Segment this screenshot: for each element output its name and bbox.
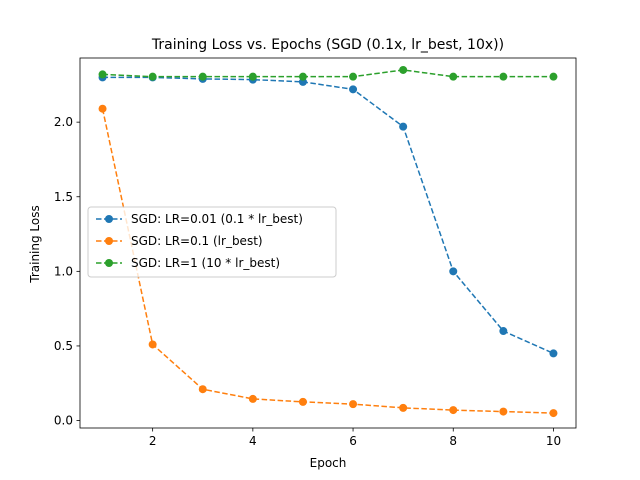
x-tick-label: 10 xyxy=(546,434,561,448)
y-tick-label: 1.5 xyxy=(54,190,73,204)
data-point xyxy=(549,409,558,418)
data-point xyxy=(349,85,358,94)
data-point xyxy=(198,385,207,394)
data-point xyxy=(499,327,508,336)
y-tick-label: 0.5 xyxy=(54,339,73,353)
data-point xyxy=(248,72,257,81)
plot-area: 2 4 6 8 10 0.0 0.5 1.0 1.5 2.0 xyxy=(54,57,577,448)
legend-entry-label: SGD: LR=0.1 (lr_best) xyxy=(131,234,263,248)
legend-marker xyxy=(105,215,113,223)
data-point xyxy=(449,267,458,276)
data-point xyxy=(198,72,207,81)
series-line-2 xyxy=(101,108,554,414)
data-point xyxy=(298,72,307,81)
data-point xyxy=(499,407,508,416)
legend-marker xyxy=(105,237,113,245)
legend-entry-label: SGD: LR=0.01 (0.1 * lr_best) xyxy=(131,212,303,226)
data-point xyxy=(549,349,558,358)
data-point xyxy=(399,122,408,131)
y-tick-label: 1.0 xyxy=(54,264,73,278)
data-point xyxy=(148,72,157,81)
data-point xyxy=(349,72,358,81)
data-point xyxy=(349,400,358,409)
data-point xyxy=(148,340,157,349)
y-axis-label: Training Loss xyxy=(28,205,42,283)
axes-frame xyxy=(79,57,577,429)
y-tick-label: 2.0 xyxy=(54,115,73,129)
data-point xyxy=(449,72,458,81)
x-axis-label: Epoch xyxy=(310,456,347,470)
chart-title: Training Loss vs. Epochs (SGD (0.1x, lr_… xyxy=(151,37,504,53)
data-point xyxy=(549,72,558,81)
legend-marker xyxy=(105,259,113,267)
data-point xyxy=(298,397,307,406)
series-line-3 xyxy=(102,69,554,78)
legend-box xyxy=(87,206,337,278)
data-point xyxy=(98,104,107,113)
data-point xyxy=(499,72,508,81)
x-tick-label: 4 xyxy=(249,434,257,448)
data-point xyxy=(399,403,408,412)
data-point xyxy=(449,406,458,415)
data-point xyxy=(248,394,257,403)
series-line-1 xyxy=(102,76,554,355)
data-point xyxy=(98,70,107,79)
x-tick-label: 2 xyxy=(149,434,157,448)
legend-entry-label: SGD: LR=1 (10 * lr_best) xyxy=(131,256,280,270)
y-tick-label: 0.0 xyxy=(54,414,73,428)
legend: SGD: LR=0.01 (0.1 * lr_best) SGD: LR=0.1 … xyxy=(87,206,337,278)
x-tick-label: 8 xyxy=(449,434,457,448)
x-tick-label: 6 xyxy=(349,434,357,448)
data-point xyxy=(399,65,408,74)
